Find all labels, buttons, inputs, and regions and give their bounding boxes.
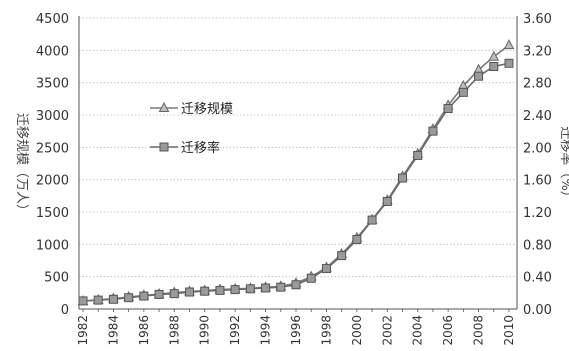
y-left-tick-label: 2500: [36, 141, 69, 156]
data-point: [78, 296, 88, 306]
data-point: [428, 126, 438, 136]
y-right-tick-label: 2.40: [523, 109, 552, 124]
data-point: [154, 289, 164, 299]
y-left-tick-label: 1500: [36, 206, 69, 221]
y-left-tick-label: 4000: [36, 44, 69, 59]
left-y-tick-labels: 0 500 1000 1500 2000 2500 3000 3500 4000 4500: [36, 12, 69, 318]
right-y-tick-labels: 0.00 0.40 0.80 1.20 1.60 2.00 2.40 2.80 3.20 3.60: [523, 12, 552, 318]
x-tick-label: 1996: [289, 315, 303, 346]
axis-titles: 迁移规模（万人） 迁移率（%）: [14, 113, 569, 217]
data-point: [139, 291, 149, 301]
x-tick-label: 1988: [167, 315, 181, 346]
y-right-tick-label: 0.40: [523, 271, 552, 286]
x-tick-label: 1998: [319, 315, 333, 346]
data-point: [185, 287, 194, 297]
data-point: [413, 150, 423, 160]
data-point: [458, 87, 468, 97]
data-point: [337, 251, 347, 261]
y-left-tick-label: 500: [44, 271, 69, 286]
x-tick-label: 1990: [198, 315, 212, 346]
series-layer: [77, 39, 515, 306]
right-axis-title: 迁移率（%）: [558, 126, 569, 203]
data-point: [474, 71, 484, 81]
data-point: [261, 283, 271, 293]
x-tick-label: 2004: [411, 315, 425, 346]
data-point: [352, 234, 362, 244]
y-right-tick-label: 1.20: [523, 206, 552, 221]
x-tick-label: 1992: [228, 315, 242, 346]
x-tick-label: 2002: [380, 315, 394, 346]
series-line-2: [82, 62, 510, 302]
y-right-tick-label: 2.80: [523, 77, 552, 92]
data-point: [215, 285, 225, 295]
y-left-tick-label: 3000: [36, 109, 69, 124]
data-point: [367, 215, 377, 225]
y-right-tick-label: 0.80: [523, 238, 552, 253]
y-right-tick-label: 1.60: [523, 174, 552, 189]
data-point: [276, 282, 286, 292]
data-point: [488, 50, 500, 61]
x-tick-label: 2006: [441, 315, 455, 346]
x-tick-label: 1982: [76, 315, 90, 346]
legend-label: 迁移规模: [181, 102, 233, 117]
x-tick-label: 2008: [472, 315, 486, 346]
x-tick-label: 1986: [137, 315, 151, 346]
x-tick-label: 1994: [259, 315, 273, 346]
data-point: [124, 293, 134, 303]
legend-label: 迁移率: [181, 140, 220, 156]
x-tick-label: 1984: [106, 315, 120, 346]
data-point: [489, 62, 499, 71]
y-right-tick-label: 2.00: [523, 141, 552, 156]
data-point: [306, 273, 316, 283]
x-tick-labels: 1982 1984 1986 1988 1990 1992 1994 1996 1998 2000…: [76, 315, 516, 346]
data-point: [245, 284, 255, 294]
x-tick-label: 2010: [502, 315, 516, 346]
data-point: [504, 58, 514, 68]
data-point: [200, 286, 210, 296]
data-point: [93, 295, 103, 305]
data-point: [443, 104, 453, 114]
y-left-tick-label: 1000: [36, 238, 69, 253]
series-line-1: [82, 44, 510, 303]
legend-marker: [158, 101, 170, 112]
data-point: [230, 285, 240, 295]
data-point: [169, 289, 179, 299]
data-point: [321, 264, 331, 274]
y-right-tick-label: 3.20: [523, 44, 552, 59]
y-left-tick-label: 3500: [36, 77, 69, 92]
y-right-tick-label: 0.00: [523, 303, 552, 318]
y-left-tick-label: 4500: [36, 12, 69, 27]
data-point: [398, 173, 407, 183]
gridlines: [79, 17, 517, 278]
data-point: [108, 294, 118, 304]
legend-marker: [159, 142, 169, 152]
x-tick-label: 2000: [350, 315, 364, 346]
y-right-tick-label: 3.60: [523, 12, 552, 27]
y-left-tick-label: 0: [61, 303, 69, 318]
data-point: [503, 39, 515, 50]
left-axis-title: 迁移规模（万人）: [14, 113, 29, 217]
y-left-tick-label: 2000: [36, 174, 69, 189]
axes: [78, 16, 518, 312]
data-point: [382, 196, 392, 206]
data-point: [291, 280, 301, 290]
